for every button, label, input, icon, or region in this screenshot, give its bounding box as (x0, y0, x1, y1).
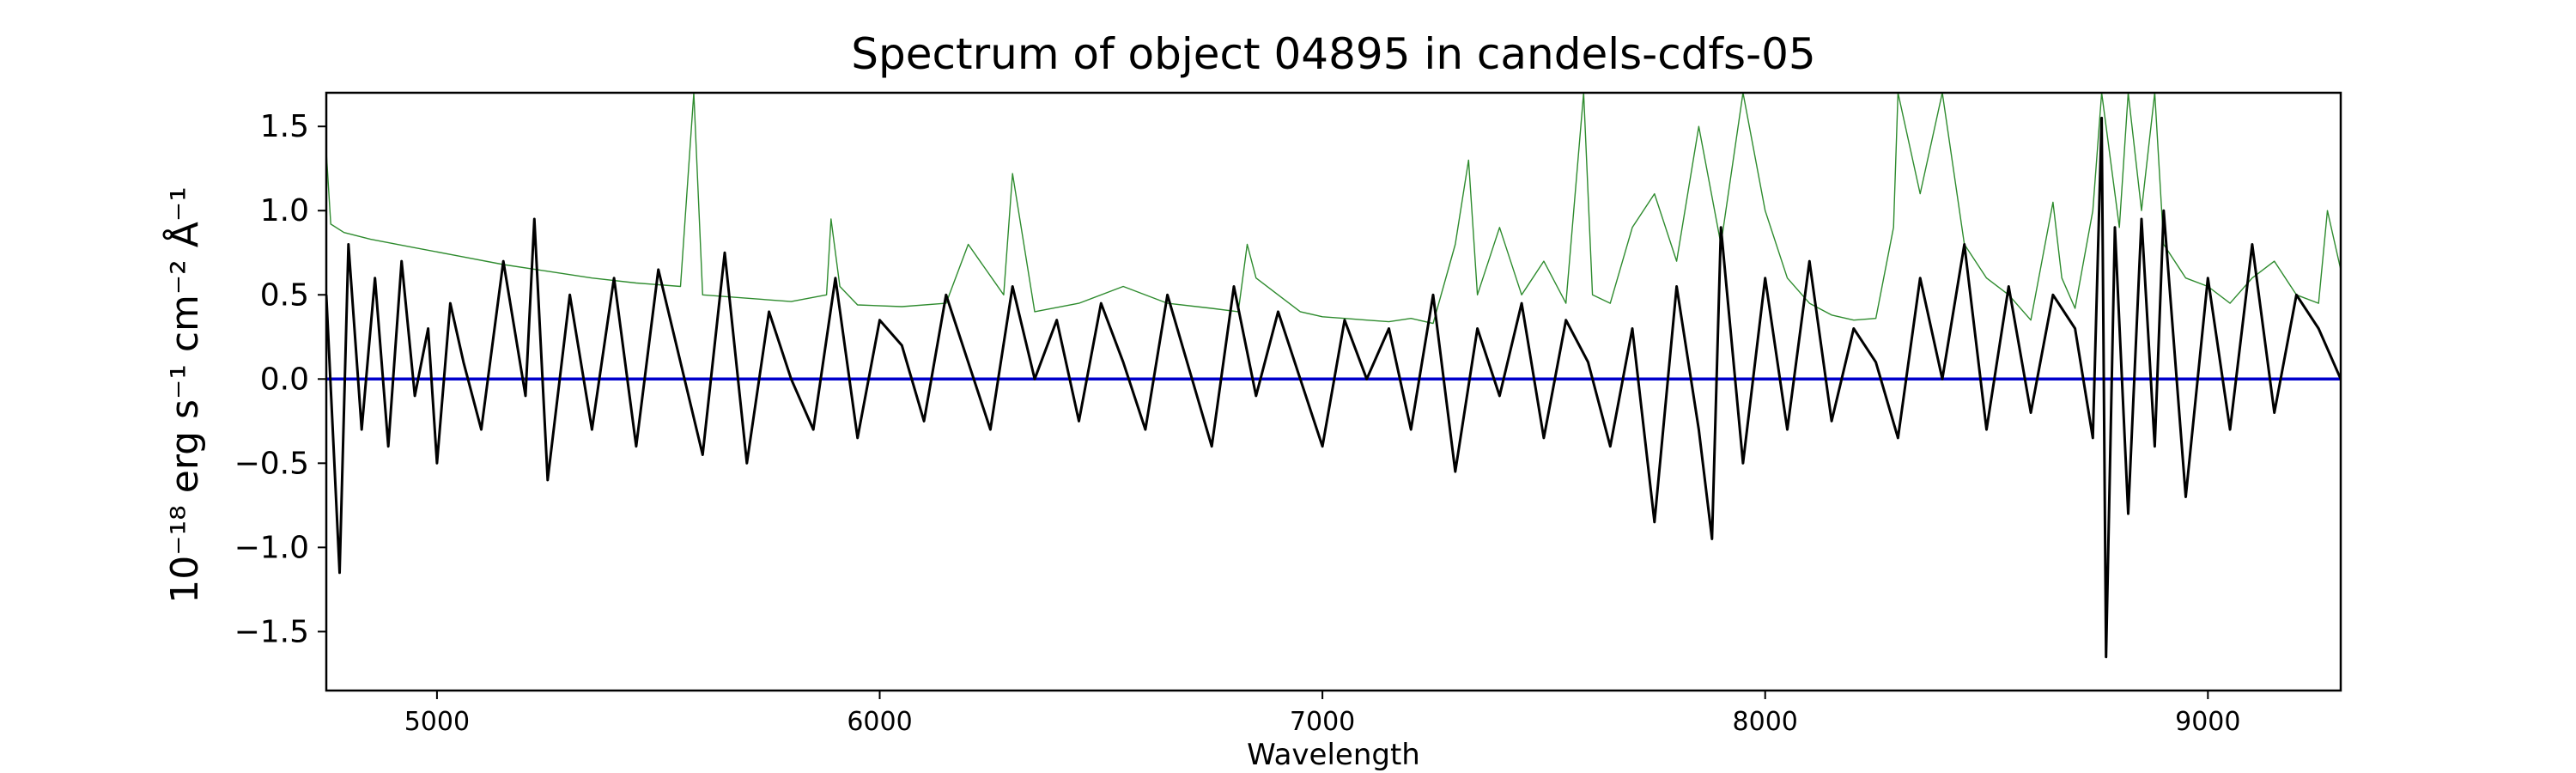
x-tick-label: 9000 (2175, 707, 2240, 737)
x-axis: 5000 6000 7000 8000 9000 (404, 691, 2240, 737)
y-tick-label: −1.5 (234, 614, 309, 649)
y-tick-label: −0.5 (234, 446, 309, 481)
x-tick-label: 5000 (404, 707, 470, 737)
chart-title: Spectrum of object 04895 in candels-cdfs… (851, 29, 1816, 79)
plot-frame (325, 91, 2342, 692)
series-line-flux (326, 116, 2341, 659)
x-tick-label: 6000 (847, 707, 912, 737)
y-tick-label: 0.5 (260, 277, 309, 313)
series-line-error (326, 93, 2341, 325)
y-axis-label: 10⁻¹⁸ erg s⁻¹ cm⁻² Å⁻¹ (161, 186, 207, 603)
x-tick-label: 7000 (1290, 707, 1355, 737)
plot-area (326, 93, 2341, 659)
y-tick-label: −1.0 (234, 530, 309, 565)
y-tick-label: 0.0 (260, 362, 309, 397)
y-tick-label: 1.0 (260, 193, 309, 228)
x-tick-label: 8000 (1733, 707, 1798, 737)
y-axis: −1.5 −1.0 −0.5 0.0 0.5 1.0 1.5 (234, 109, 326, 649)
x-axis-label: Wavelength (1247, 738, 1420, 772)
y-tick-label: 1.5 (260, 109, 309, 144)
